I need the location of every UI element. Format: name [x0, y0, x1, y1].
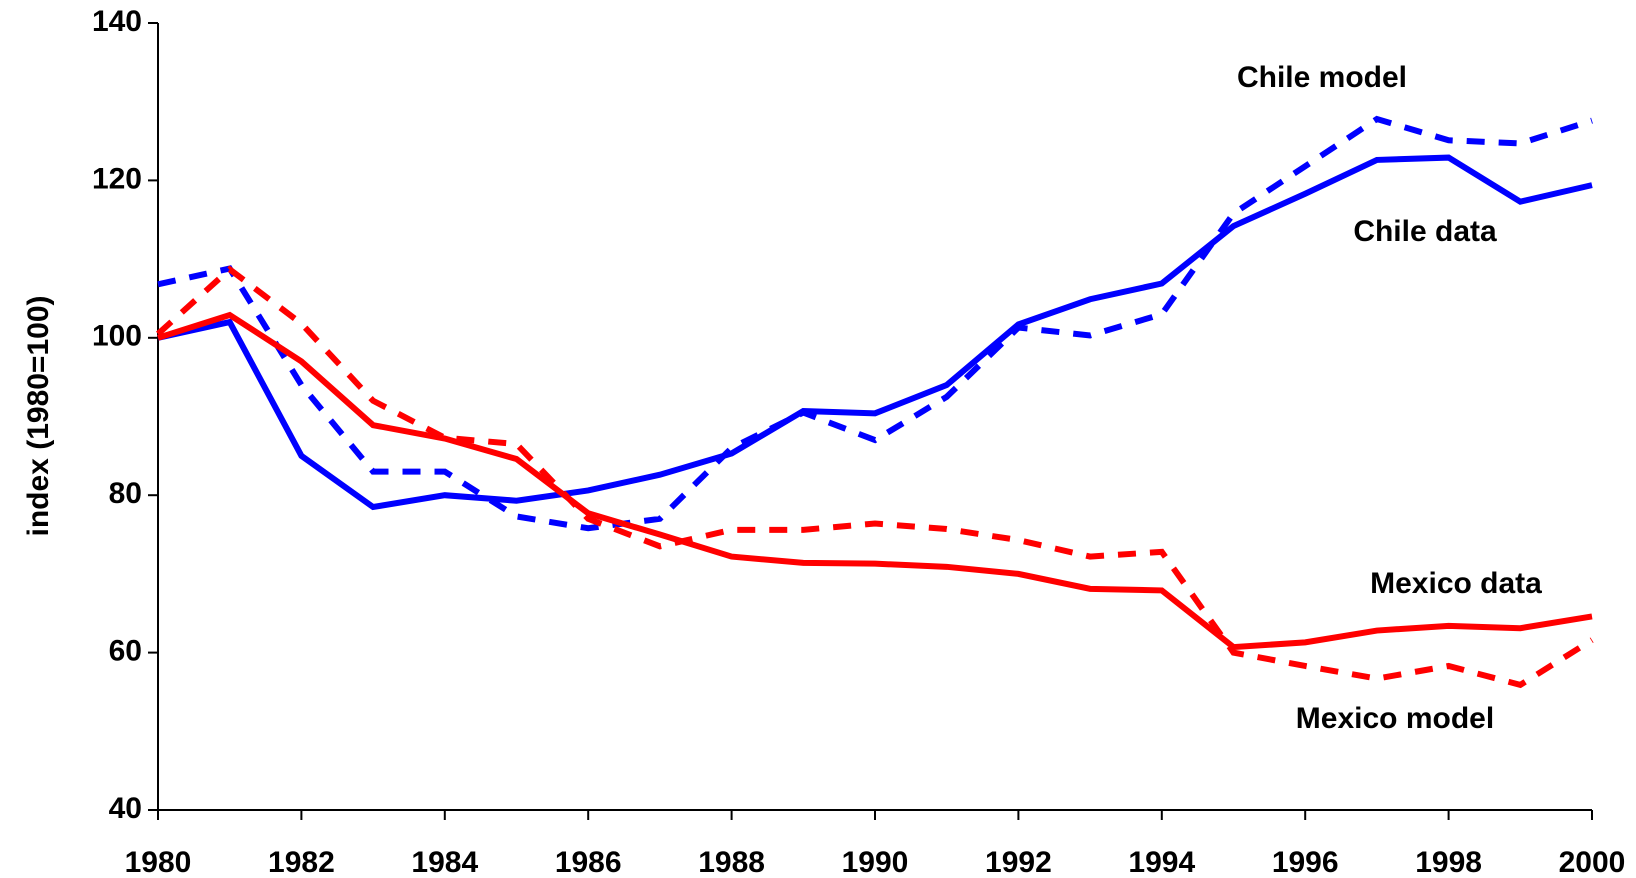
x-tick-label: 1986 — [555, 846, 622, 878]
y-tick-label: 80 — [109, 477, 142, 510]
series-label: Chile model — [1237, 61, 1407, 94]
series-label: Chile data — [1353, 215, 1497, 248]
y-tick-label: 100 — [92, 320, 142, 353]
y-tick-label: 140 — [92, 5, 142, 38]
y-tick-label: 120 — [92, 162, 142, 195]
x-tick-label: 1990 — [842, 846, 909, 878]
y-tick-label: 60 — [109, 635, 142, 668]
series-line — [157, 115, 1593, 532]
series-label: Mexico data — [1370, 567, 1542, 600]
series-line — [157, 311, 1593, 651]
x-tick-label: 1998 — [1415, 846, 1482, 878]
series-line — [155, 265, 1594, 689]
series-line — [157, 154, 1593, 511]
x-tick-label: 1994 — [1128, 846, 1195, 878]
x-tick-label: 2000 — [1559, 846, 1626, 878]
x-tick-label: 1996 — [1272, 846, 1339, 878]
x-tick-label: 1982 — [268, 846, 335, 878]
y-tick-label: 40 — [109, 792, 142, 825]
series-label: Mexico model — [1296, 702, 1494, 735]
x-tick-label: 1988 — [698, 846, 765, 878]
x-tick-label: 1984 — [411, 846, 478, 878]
y-axis-label: index (1980=100) — [22, 296, 55, 537]
x-tick-label: 1992 — [985, 846, 1052, 878]
x-tick-label: 1980 — [125, 846, 192, 878]
